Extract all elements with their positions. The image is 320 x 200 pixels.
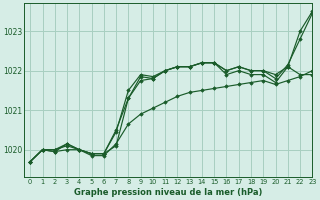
X-axis label: Graphe pression niveau de la mer (hPa): Graphe pression niveau de la mer (hPa) xyxy=(74,188,262,197)
